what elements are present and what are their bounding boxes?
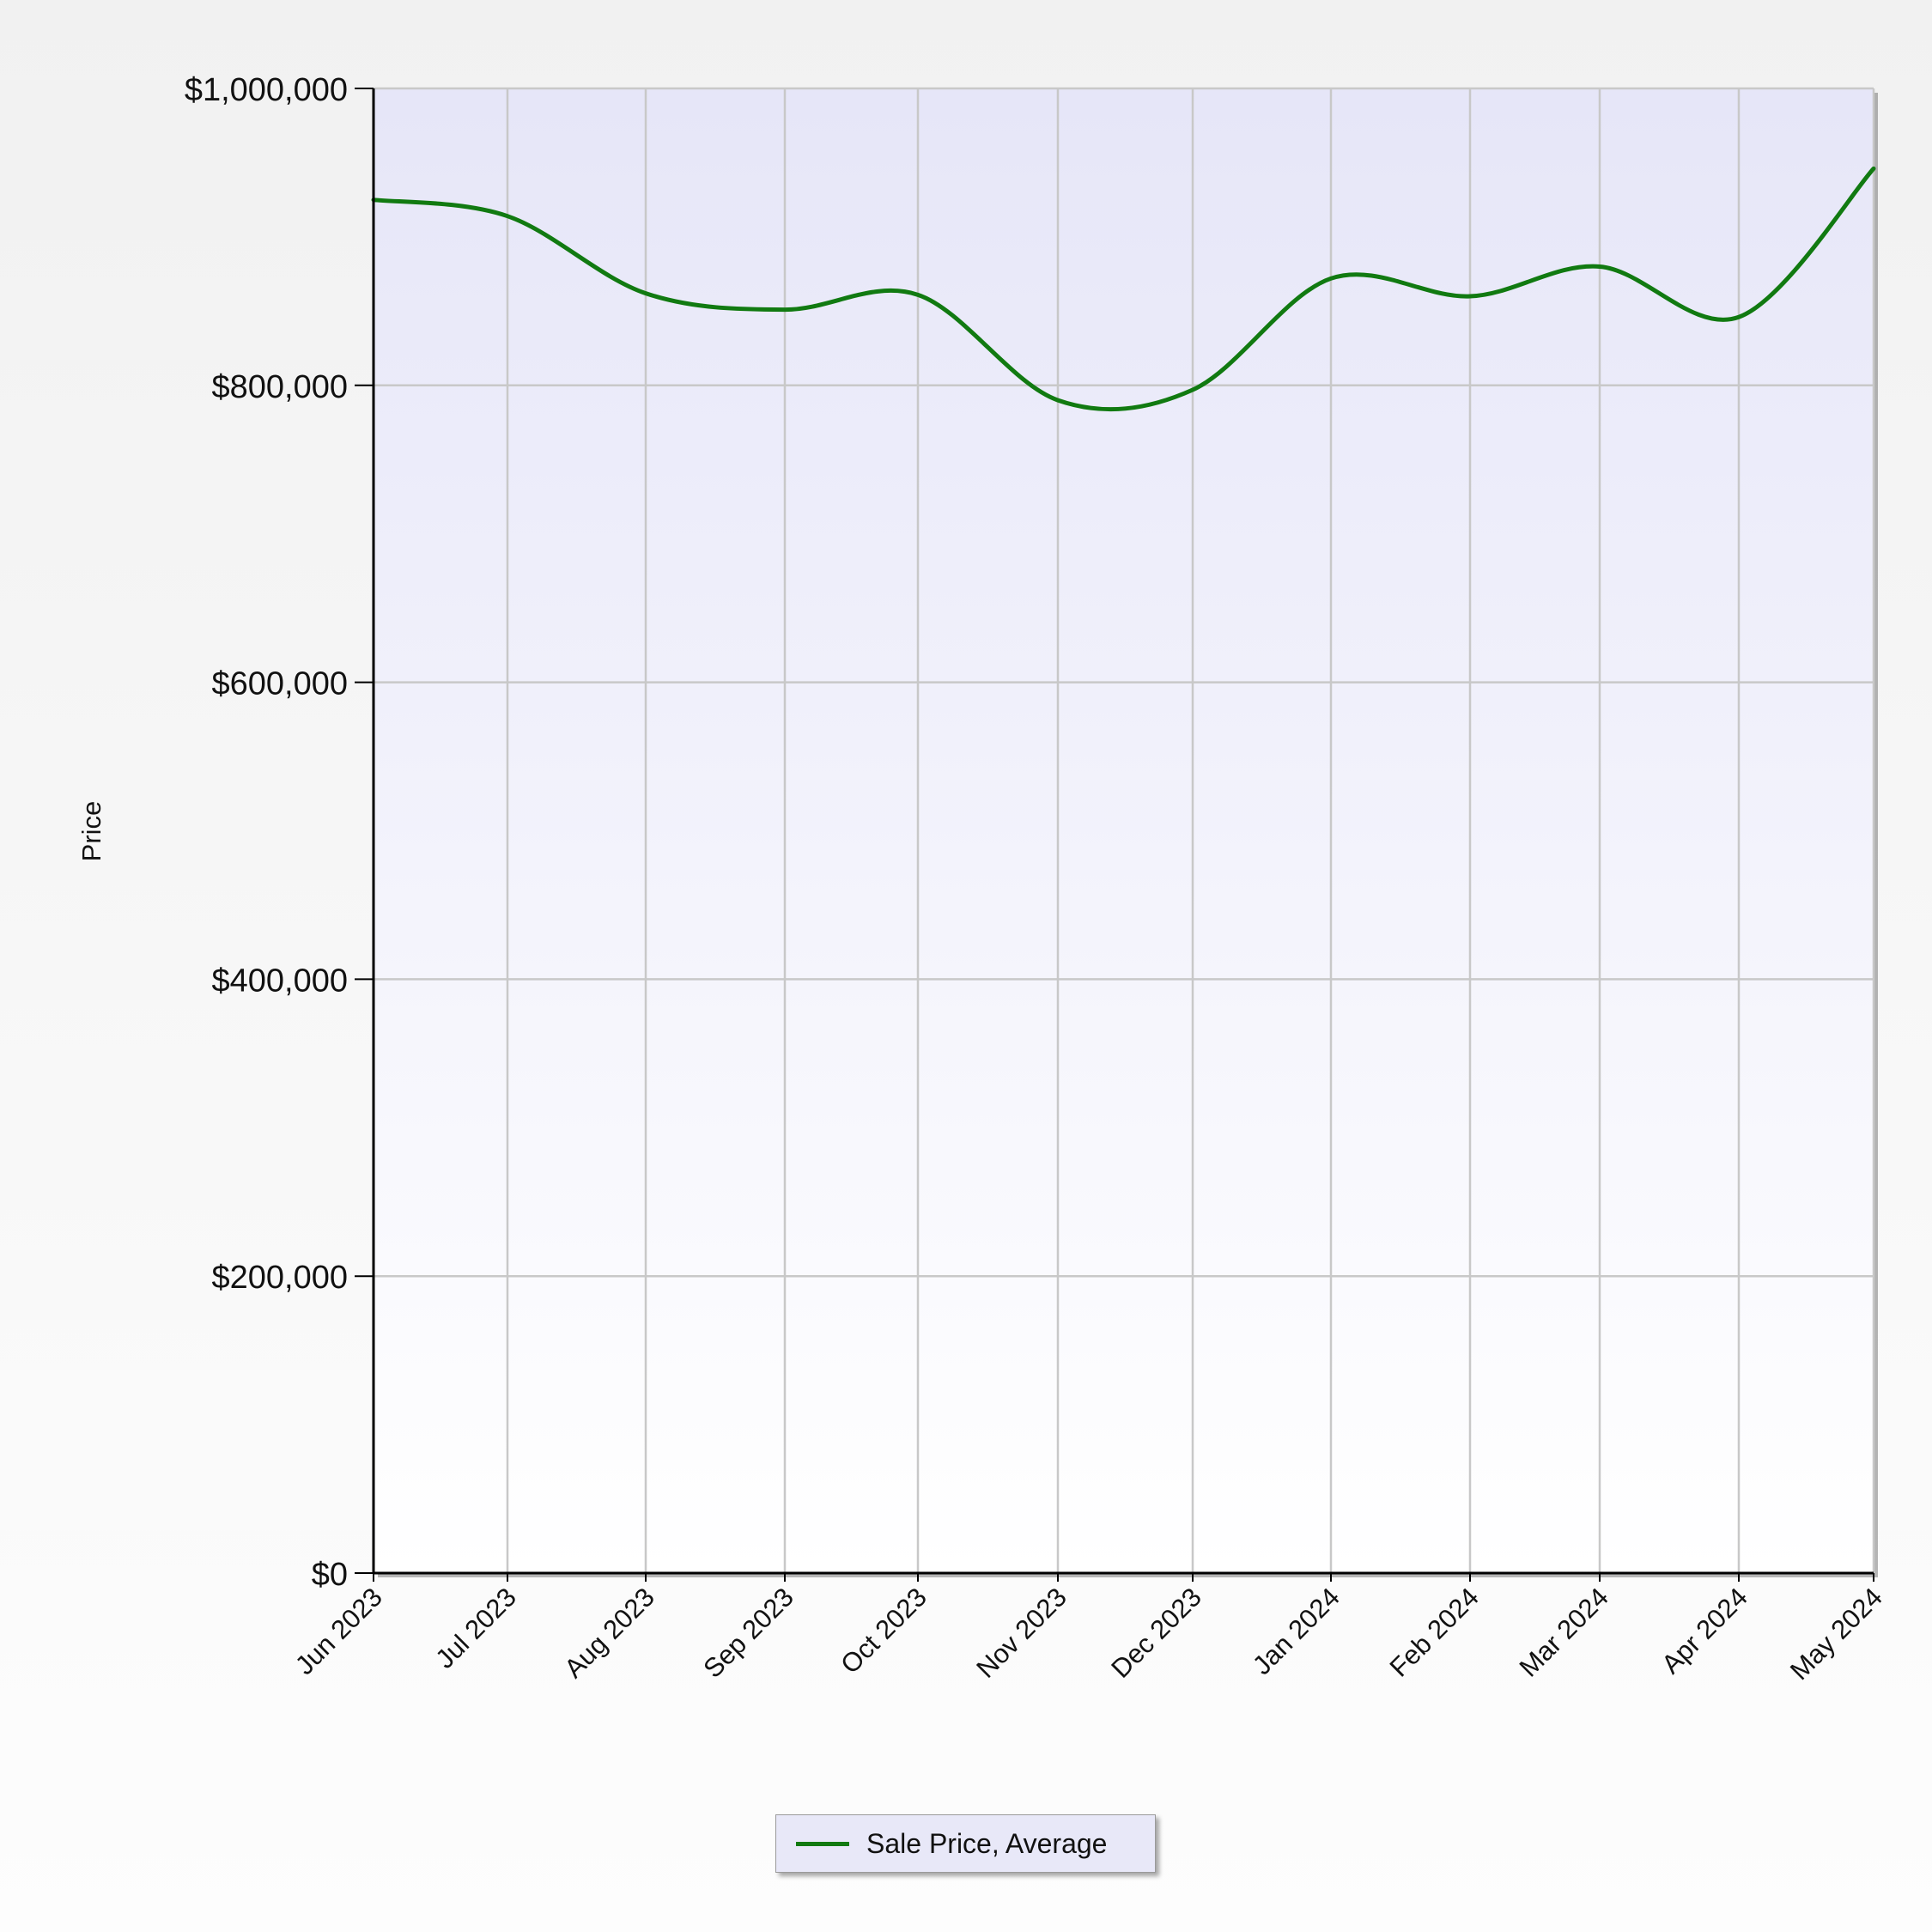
data-point [1468, 295, 1473, 299]
x-tick-label: May 2024 [1784, 1582, 1888, 1686]
y-tick-label: $200,000 [212, 1260, 349, 1296]
legend: Sale Price, Average [775, 1814, 1156, 1873]
y-axis-title: Price [76, 801, 106, 862]
x-tick-label: Dec 2023 [1105, 1582, 1207, 1684]
data-point [783, 307, 787, 312]
y-tick-label: $600,000 [212, 666, 349, 702]
x-tick-label: Apr 2024 [1656, 1582, 1753, 1680]
data-point [1329, 276, 1334, 281]
x-tick-label: Aug 2023 [558, 1582, 660, 1684]
y-tick-label: $0 [312, 1557, 348, 1593]
x-tick-label: Oct 2023 [835, 1582, 933, 1680]
data-point [1191, 387, 1195, 392]
legend-label-sale-price: Sale Price, Average [866, 1827, 1108, 1859]
y-tick-label: $800,000 [212, 369, 349, 405]
data-point [1056, 398, 1060, 403]
legend-swatch-sale-price [796, 1841, 849, 1846]
series-line-sale-price [371, 166, 1876, 412]
x-tick-label: Mar 2024 [1514, 1582, 1614, 1682]
y-tick-label: $1,000,000 [185, 72, 348, 108]
data-point [916, 293, 920, 297]
plot-area [374, 88, 1874, 1573]
data-point [1872, 167, 1876, 171]
data-point [644, 291, 648, 295]
data-point [506, 214, 510, 218]
data-point [1598, 264, 1602, 269]
x-tick-label: Jul 2023 [429, 1582, 522, 1674]
x-tick-label: Nov 2023 [970, 1582, 1072, 1684]
x-tick-label: Jun 2023 [289, 1582, 388, 1680]
y-tick-label: $400,000 [212, 963, 349, 999]
data-point [1737, 315, 1741, 319]
x-tick-label: Sep 2023 [697, 1582, 799, 1684]
x-tick-label: Feb 2024 [1384, 1582, 1485, 1682]
x-tick-label: Jan 2024 [1247, 1582, 1346, 1680]
